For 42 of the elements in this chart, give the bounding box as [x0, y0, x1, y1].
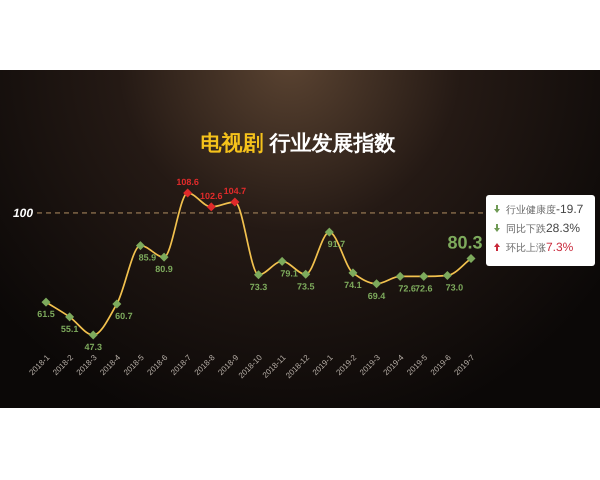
- data-label: 108.6: [176, 177, 199, 187]
- point: [206, 202, 216, 212]
- point: [442, 270, 452, 280]
- data-label: 73.3: [250, 282, 268, 292]
- point: [42, 298, 50, 307]
- point: [372, 279, 382, 288]
- data-label: 85.9: [138, 252, 156, 263]
- ref-line-label: 100: [12, 206, 34, 220]
- point: [301, 270, 310, 279]
- data-label: 104.7: [224, 186, 246, 196]
- point: [278, 256, 287, 266]
- point: [88, 330, 98, 340]
- text: 行业健康度-19.7: [506, 202, 584, 216]
- point: [348, 268, 358, 278]
- data-label: 79.1: [280, 268, 298, 278]
- point: [230, 198, 240, 207]
- text: 同比下跌28.3%: [506, 221, 580, 235]
- chart-title: 电视剧 行业发展指数: [200, 131, 396, 155]
- data-label: 102.6: [200, 190, 223, 201]
- data-label: 60.7: [115, 310, 133, 321]
- point: [160, 252, 169, 262]
- point: [254, 270, 263, 280]
- data-label: 73.5: [296, 281, 314, 292]
- data-label: 61.5: [37, 309, 55, 320]
- data-label: 74.1: [344, 280, 362, 290]
- data-label: 72.6: [398, 283, 416, 294]
- data-label: 69.4: [368, 290, 386, 301]
- data-label: 72.6: [415, 283, 433, 294]
- data-label: 80.3: [447, 232, 483, 253]
- text: 环比上涨7.3%: [506, 240, 574, 254]
- data-label: 55.1: [60, 324, 78, 334]
- point: [183, 188, 192, 198]
- data-label: 80.9: [155, 264, 173, 274]
- point: [466, 254, 476, 264]
- point: [419, 272, 428, 281]
- point: [65, 312, 74, 322]
- point: [324, 228, 334, 237]
- data-label: 73.0: [446, 282, 464, 292]
- point: [112, 299, 122, 308]
- point: [396, 272, 405, 281]
- point: [136, 241, 145, 250]
- data-label: 47.3: [84, 342, 102, 352]
